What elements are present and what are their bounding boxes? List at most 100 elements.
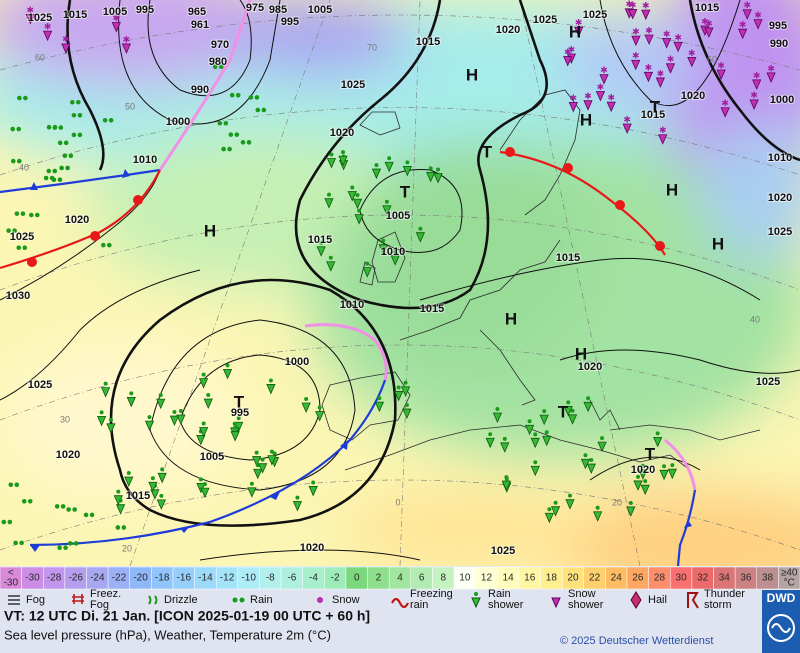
rain-shower xyxy=(222,368,233,380)
snow-shower xyxy=(662,38,672,49)
scale-label: -18 xyxy=(155,573,170,584)
snow-shower xyxy=(42,30,53,42)
rain-dot xyxy=(317,405,322,410)
snow-shower xyxy=(631,35,641,47)
rain-dot xyxy=(83,512,89,518)
rain-dot xyxy=(52,168,58,174)
isobar-label: 1015 xyxy=(308,234,332,246)
rain-dot xyxy=(533,460,538,465)
isobar-label: 995 xyxy=(231,407,249,419)
snow-star: ✱ xyxy=(44,21,52,31)
rain-dot xyxy=(240,140,246,145)
dwd-logo-text: DWD xyxy=(767,591,796,605)
isobar-label: 1010 xyxy=(381,246,405,258)
rain-dot xyxy=(261,107,267,113)
rain-dot xyxy=(377,396,382,401)
scale-label: 6 xyxy=(419,573,425,584)
rain-shower xyxy=(485,437,495,449)
isobar-label: 975 xyxy=(246,2,264,14)
dwd-logo-wave xyxy=(771,623,791,633)
snow-star: ✱ xyxy=(568,44,576,54)
rain-shower xyxy=(126,396,136,408)
rain-dot xyxy=(65,165,70,171)
rain-dot xyxy=(268,378,273,383)
rain-dot xyxy=(57,140,63,146)
legend-icon xyxy=(391,597,409,609)
isobar-label: 1020 xyxy=(578,361,602,373)
rain-shower xyxy=(382,205,392,216)
pressure-center: T xyxy=(650,97,661,116)
rain-dot xyxy=(147,415,152,420)
rain-dot xyxy=(260,457,265,462)
isobar-label: 1005 xyxy=(308,4,332,16)
pressure-center: T xyxy=(558,402,569,421)
snow-star: ✱ xyxy=(632,27,640,37)
weather-symbols: ✱✱✱✱✱✱✱✱✱✱✱✱✱✱✱✱✱✱✱✱✱✱✱✱✱✱✱✱✱✱✱✱✱✱✱✱✱ xyxy=(1,0,776,550)
snow-shower xyxy=(673,41,683,53)
rain-dot xyxy=(218,64,224,70)
rain-shower xyxy=(374,401,385,413)
rain-shower xyxy=(362,267,372,278)
rain-shower xyxy=(378,244,388,255)
rain-shower xyxy=(266,384,276,395)
scale-label: -14 xyxy=(198,573,213,584)
pressure-center: H xyxy=(204,221,216,240)
rain-dot xyxy=(655,431,660,436)
rain-dot xyxy=(527,419,532,424)
rain-shower xyxy=(354,214,364,225)
legend-icon xyxy=(317,597,323,603)
isobar-label: 990 xyxy=(191,84,209,96)
rain-dot xyxy=(16,158,22,164)
rain-shower xyxy=(258,463,268,474)
rain-shower xyxy=(308,486,318,497)
scale-label: 22 xyxy=(589,573,601,584)
rain-dot xyxy=(116,489,121,494)
rain-dot xyxy=(248,95,254,100)
legend-label: Snow xyxy=(568,588,596,600)
rain-dot xyxy=(223,120,229,126)
rain-dot xyxy=(68,153,74,159)
scale-label: 10 xyxy=(459,573,471,584)
isobar-label: 1025 xyxy=(28,12,52,24)
legend-icon xyxy=(551,597,561,609)
isobar-label: 1020 xyxy=(496,24,520,36)
legend-icon xyxy=(471,597,481,609)
scale-label: 38 xyxy=(762,573,774,584)
rain-dot xyxy=(121,525,127,530)
legend-label: Snow xyxy=(332,594,360,606)
rain-shower xyxy=(501,480,511,492)
rain-dot xyxy=(71,132,77,138)
isobar-label: 1015 xyxy=(63,9,87,21)
isobar-label: 1025 xyxy=(533,14,557,26)
snow-shower xyxy=(599,74,609,85)
scale-label: 28 xyxy=(654,573,666,584)
isobar-label: 1005 xyxy=(103,6,127,18)
legend-label: Freez. xyxy=(90,588,121,600)
scale-label: 34 xyxy=(719,573,731,584)
rain-shower xyxy=(597,441,607,453)
legend-label: Fog xyxy=(90,599,109,611)
rain-dot xyxy=(34,212,40,218)
rain-dot xyxy=(73,541,79,546)
rain-dot xyxy=(212,64,218,70)
graticule-label: 30 xyxy=(60,414,70,424)
rain-dot xyxy=(374,163,379,168)
rain-dot xyxy=(202,482,207,487)
rain-dot xyxy=(49,175,55,181)
rain-shower xyxy=(638,469,648,480)
rain-dot xyxy=(108,117,114,123)
rain-dot xyxy=(159,493,164,498)
rain-shower xyxy=(415,232,425,243)
snow-shower xyxy=(742,9,752,20)
snow-shower xyxy=(606,101,616,113)
rain-dot xyxy=(254,450,259,455)
rain-dot xyxy=(72,507,77,512)
scale-label: -6 xyxy=(287,573,296,584)
snow-shower xyxy=(111,22,121,33)
rain-dot xyxy=(269,449,274,454)
scale-label: -26 xyxy=(68,573,83,584)
isobar-label: 1010 xyxy=(133,154,157,166)
snow-star: ✱ xyxy=(739,20,747,30)
snow-shower xyxy=(644,34,654,46)
pressure-center: T xyxy=(645,444,656,463)
